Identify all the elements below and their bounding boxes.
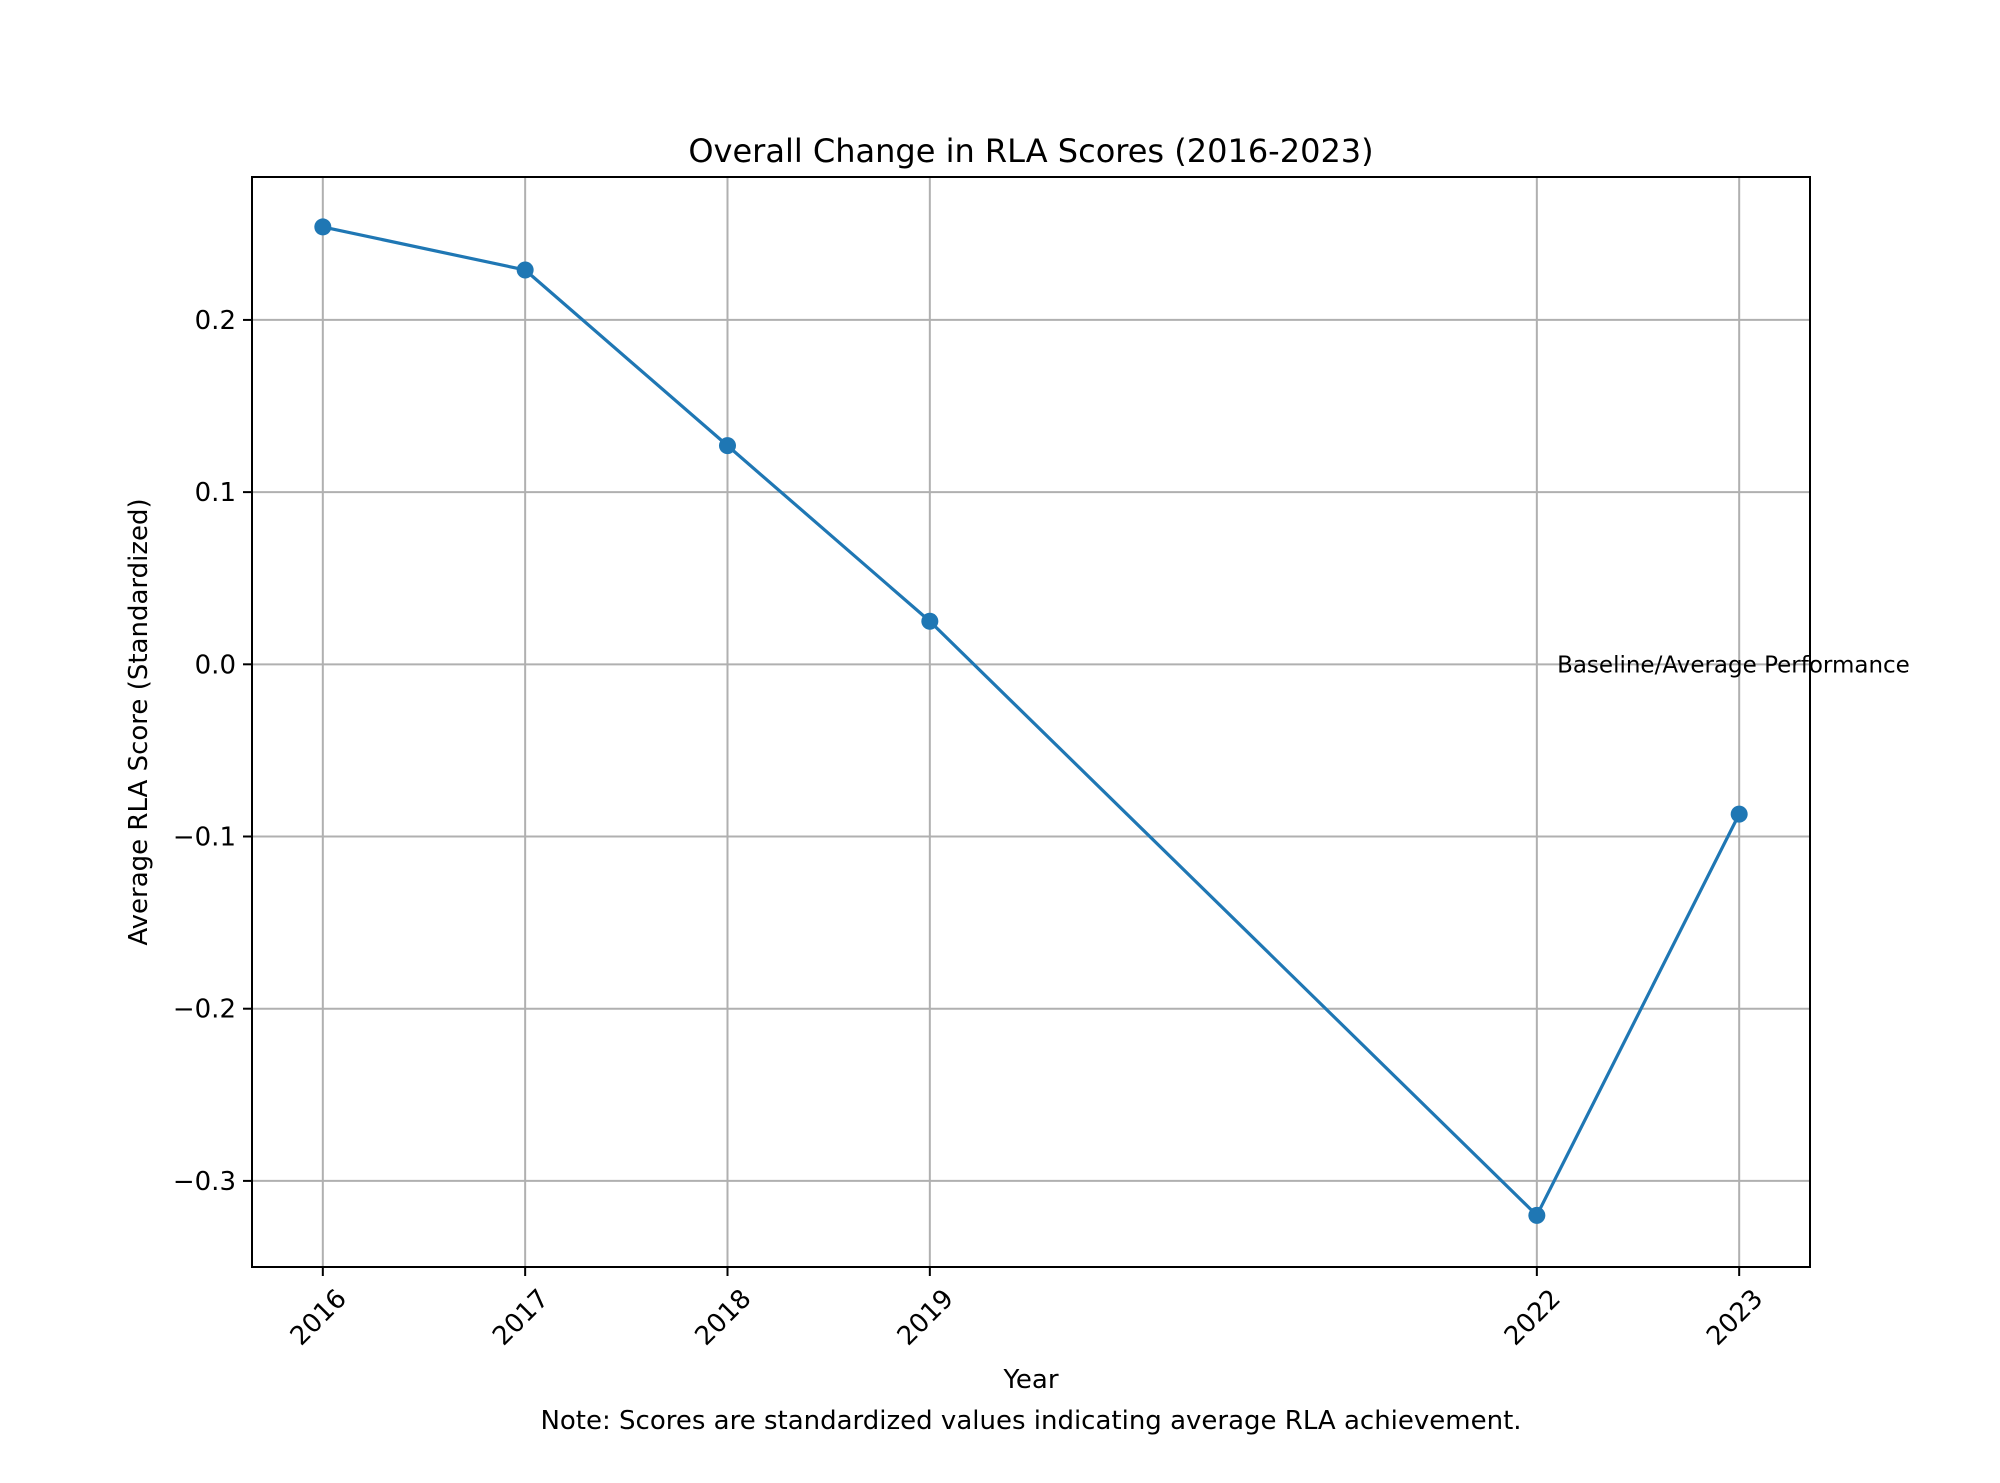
grid-lines (252, 177, 1810, 1267)
y-axis-label: Average RLA Score (Standardized) (124, 498, 154, 945)
axis-ticks (243, 318, 1741, 1276)
data-point (516, 261, 534, 279)
x-axis-label: Year (1002, 1365, 1058, 1395)
data-point (314, 218, 332, 236)
y-tick-label: −0.2 (173, 995, 236, 1025)
chart-title: Overall Change in RLA Scores (2016-2023) (688, 132, 1373, 170)
series-line-layer (322, 225, 1741, 1217)
data-point (718, 437, 736, 455)
chart-note: Note: Scores are standardized values ind… (540, 1406, 1521, 1436)
y-tick-label: −0.1 (173, 823, 236, 853)
y-tick-labels: 0.2 0.1 0.0 −0.1 −0.2 −0.3 (173, 306, 236, 1197)
data-points (314, 218, 1748, 1224)
y-tick-label: 0.1 (195, 478, 236, 508)
plot-area-frame (251, 176, 1811, 1268)
y-tick-label: 0.0 (195, 650, 236, 680)
data-point (1730, 805, 1748, 823)
y-tick-label: −0.3 (173, 1167, 236, 1197)
baseline-annotation: Baseline/Average Performance (1557, 652, 1910, 678)
data-point (1528, 1206, 1546, 1224)
data-point (921, 612, 939, 630)
series-line (322, 225, 1741, 1217)
y-tick-label: 0.2 (195, 306, 236, 336)
